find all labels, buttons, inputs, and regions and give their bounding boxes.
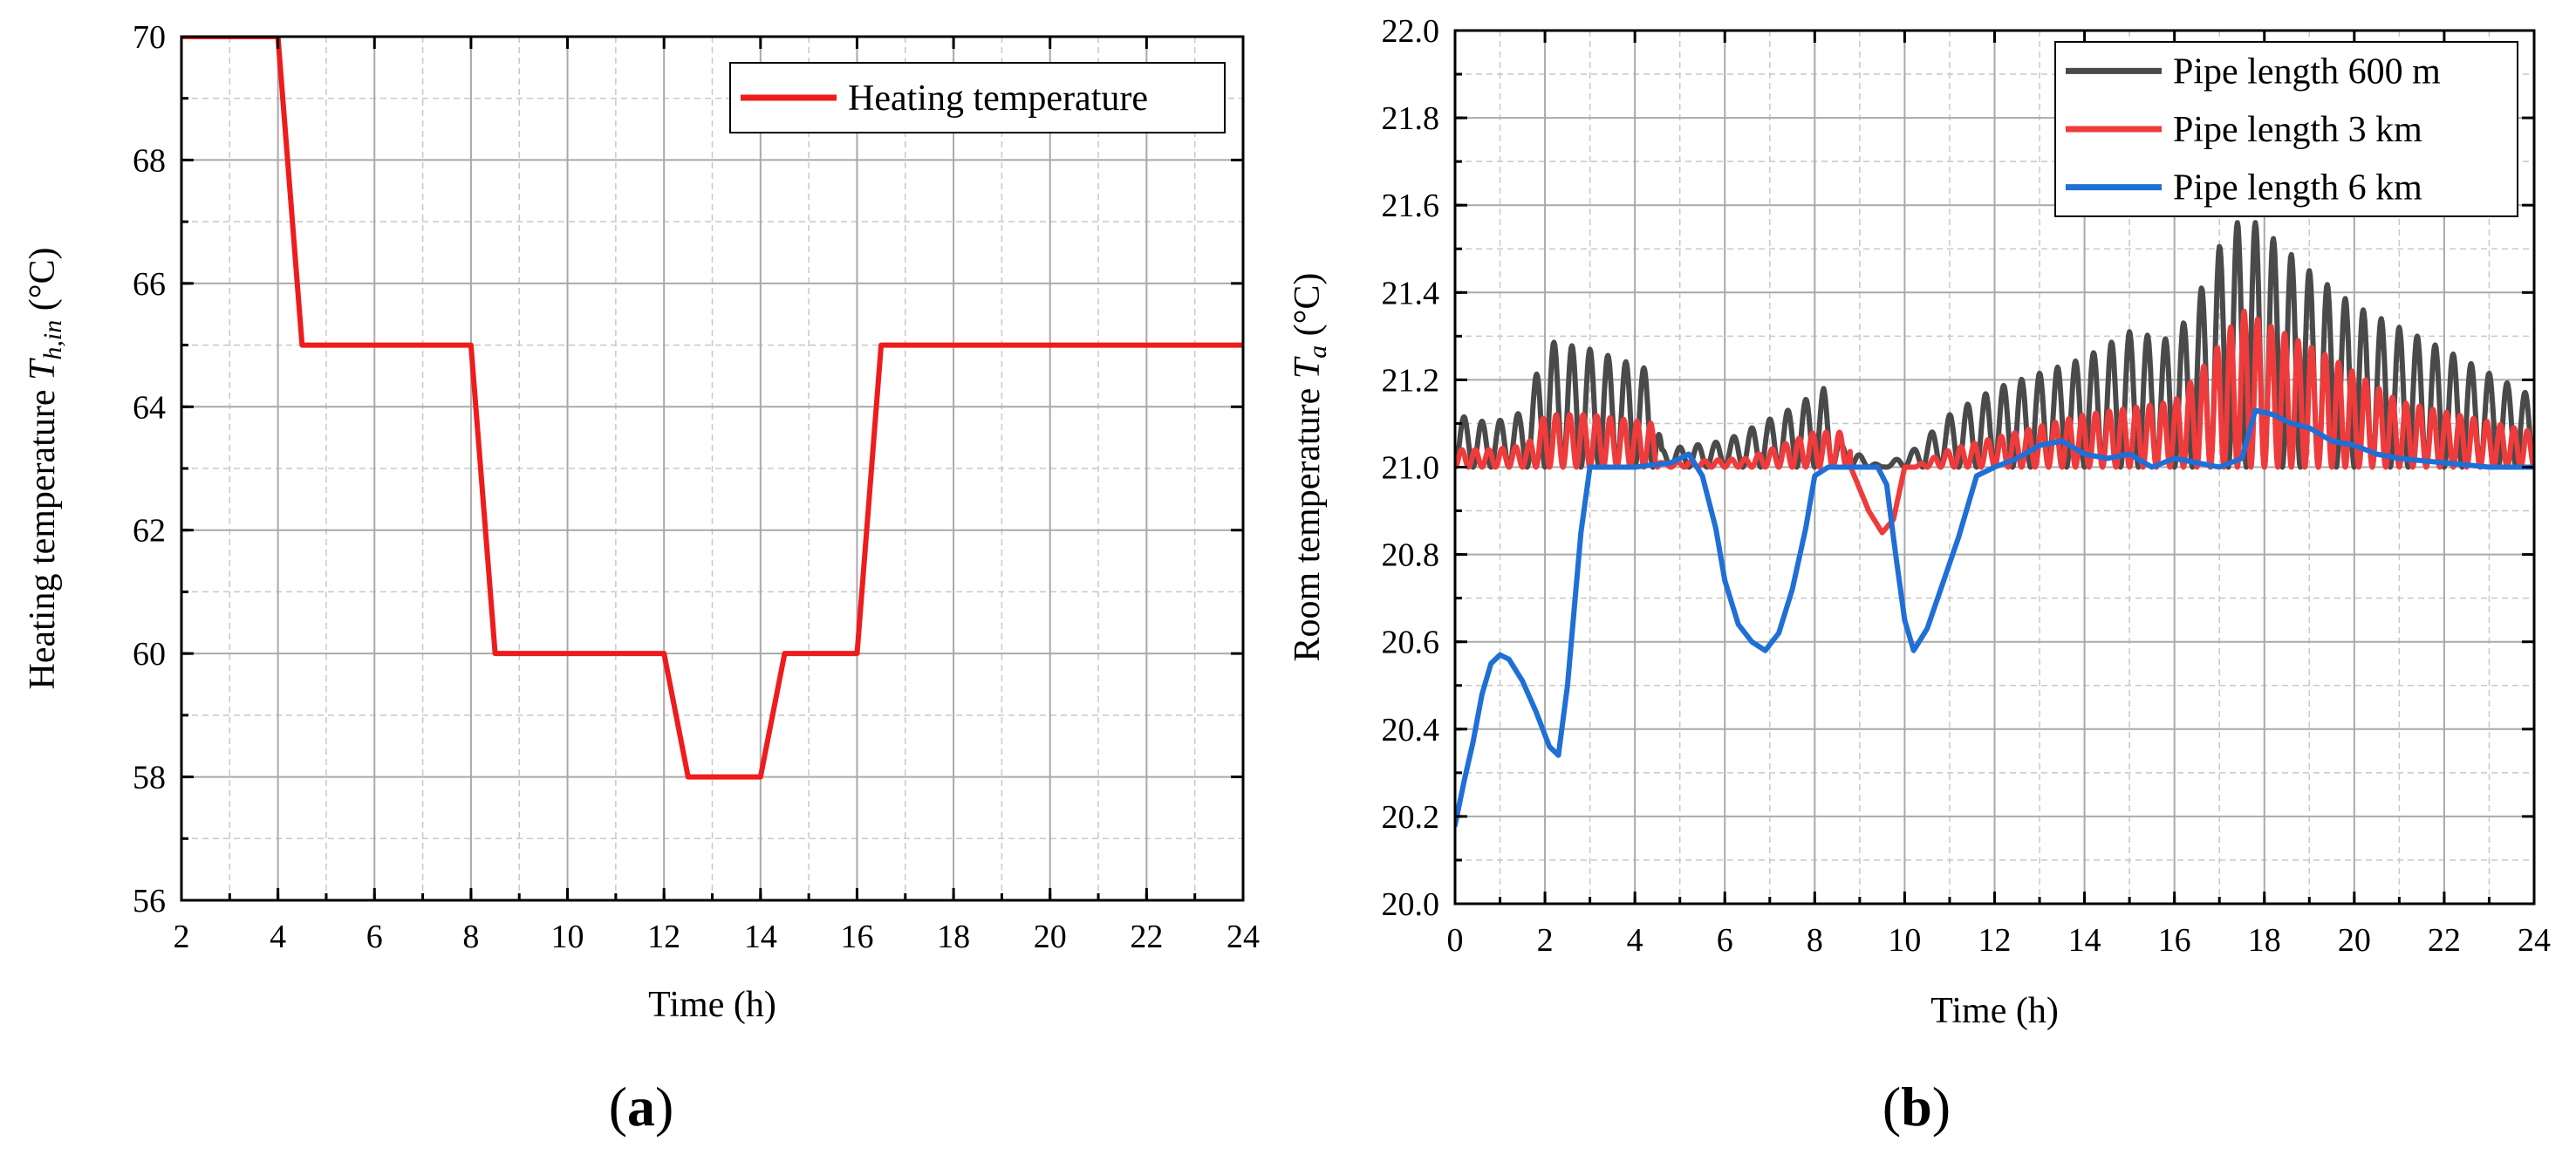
y-tick-label: 21.8	[1382, 100, 1440, 137]
y-axis-title-subscript: a	[1303, 345, 1332, 359]
y-tick-label: 21.6	[1382, 188, 1440, 224]
legend-label: Pipe length 600 m	[2173, 51, 2441, 92]
panel-label-letter: a	[627, 1076, 655, 1138]
y-axis-title-unit: (°C)	[23, 248, 63, 320]
x-tick-label: 22	[1130, 919, 1163, 955]
x-tick-label: 14	[744, 919, 777, 955]
y-tick-label: 68	[133, 142, 166, 179]
panel-label: (a)	[609, 1076, 674, 1138]
y-axis-title-variable: T	[23, 358, 63, 380]
y-axis-title-unit: (°C)	[1288, 273, 1328, 345]
y-tick-label: 21.4	[1382, 275, 1440, 311]
y-tick-label: 60	[133, 636, 166, 673]
x-tick-label: 8	[462, 919, 479, 955]
y-tick-label: 20.6	[1382, 625, 1440, 661]
legend: Pipe length 600 m Pipe length 3 km Pipe le…	[2054, 41, 2518, 217]
x-tick-label: 24	[2518, 922, 2551, 959]
panel-label-open-paren: (	[609, 1076, 627, 1138]
x-tick-label: 4	[270, 919, 286, 955]
y-tick-label: 64	[133, 389, 166, 426]
panel-label-close-paren: )	[655, 1076, 673, 1138]
series-line-pipe-length-6-km	[1455, 407, 2534, 828]
y-axis-title: Room temperature Ta (°C)	[1288, 273, 1332, 662]
y-tick-label: 58	[133, 760, 166, 796]
x-tick-label: 10	[551, 919, 584, 955]
y-tick-label: 21.0	[1382, 450, 1440, 487]
x-tick-label: 18	[2248, 922, 2281, 959]
panel-label-open-paren: (	[1882, 1076, 1901, 1138]
y-axis-title-text: Heating temperature	[23, 380, 63, 690]
y-tick-label: 66	[133, 266, 166, 303]
y-axis-title-text: Room temperature	[1288, 379, 1328, 661]
legend-label: Pipe length 3 km	[2173, 110, 2422, 150]
x-tick-label: 10	[1888, 922, 1921, 959]
y-axis-title: Heating temperature Th,in (°C)	[23, 248, 67, 690]
y-tick-label: 20.8	[1382, 537, 1440, 574]
y-tick-label: 20.2	[1382, 799, 1440, 836]
minor-grid	[181, 37, 1243, 900]
x-tick-label: 22	[2428, 922, 2461, 959]
x-tick-label: 14	[2068, 922, 2101, 959]
y-tick-label: 20.4	[1382, 712, 1440, 748]
y-tick-label: 22.0	[1382, 13, 1440, 50]
x-axis-title: Time (h)	[648, 985, 776, 1025]
chart-panel-b: 0 2 4 6 8 10 12 14 16 18 20 22 2420.020.220.420.620.…	[1288, 13, 2551, 1138]
y-tick-label: 20.0	[1382, 886, 1440, 923]
x-tick-label: 4	[1627, 922, 1643, 959]
x-tick-label: 16	[2158, 922, 2191, 959]
series-line-heating-temperature	[181, 37, 1243, 780]
x-tick-label: 20	[2338, 922, 2371, 959]
legend: Heating temperature	[729, 62, 1226, 133]
series-group	[1455, 220, 2534, 828]
x-tick-label: 0	[1447, 922, 1464, 959]
x-tick-label: 2	[174, 919, 190, 955]
x-tick-label: 6	[1717, 922, 1733, 959]
legend-label: Pipe length 6 km	[2173, 168, 2422, 208]
x-tick-label: 2	[1537, 922, 1554, 959]
y-axis-title-subscript: h,in	[38, 320, 67, 360]
panel-label-letter: b	[1901, 1076, 1932, 1138]
panel-label-close-paren: )	[1932, 1076, 1951, 1138]
y-tick-label: 21.2	[1382, 362, 1440, 399]
chart-panel-a: 2 4 6 8 10 12 14 16 18 20 22 245658606264666870Time…	[23, 19, 1260, 1138]
x-tick-label: 18	[937, 919, 970, 955]
panel-label: (b)	[1882, 1076, 1951, 1138]
x-tick-label: 12	[647, 919, 680, 955]
y-tick-label: 56	[133, 883, 166, 919]
x-tick-label: 8	[1807, 922, 1823, 959]
x-axis-title: Time (h)	[1930, 991, 2059, 1031]
series-group	[181, 37, 1243, 780]
axis-ticks: 0 2 4 6 8 10 12 14 16 18 20 22 2420.020.220.420.620.…	[1382, 13, 2552, 959]
x-tick-label: 16	[840, 919, 873, 955]
x-tick-label: 12	[1978, 922, 2012, 959]
y-axis-title-variable: T	[1288, 356, 1328, 379]
x-tick-label: 6	[366, 919, 383, 955]
y-tick-label: 70	[133, 19, 166, 56]
x-tick-label: 24	[1227, 919, 1260, 955]
legend-label: Heating temperature	[848, 79, 1148, 119]
x-tick-label: 20	[1034, 919, 1067, 955]
y-tick-label: 62	[133, 513, 166, 550]
